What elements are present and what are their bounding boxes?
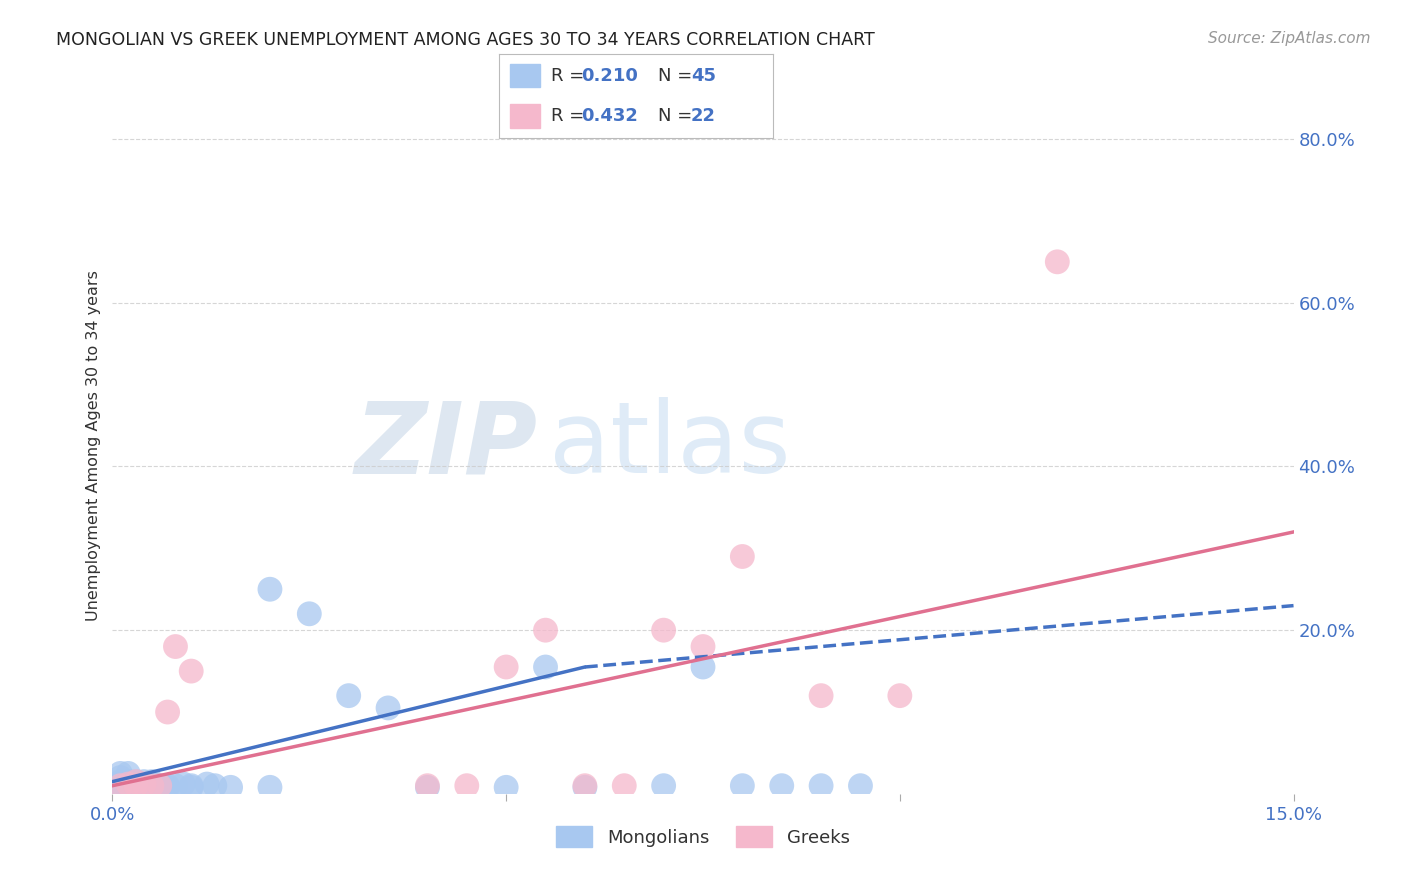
Text: ZIP: ZIP (354, 398, 537, 494)
Point (810, 689, 832, 703)
Point (149, 779, 172, 793)
Point (132, 779, 155, 793)
Point (141, 779, 163, 793)
Point (149, 779, 172, 793)
Bar (510, 104, 540, 128)
Point (195, 777, 218, 791)
Point (125, 781, 148, 796)
Point (125, 774, 148, 789)
Point (534, 660, 557, 674)
Point (219, 780, 242, 795)
Point (172, 777, 194, 791)
Point (165, 640, 187, 654)
Bar (510, 63, 540, 87)
Point (125, 780, 148, 795)
Point (377, 701, 399, 715)
Point (156, 705, 179, 719)
Point (259, 780, 281, 795)
Point (132, 780, 155, 795)
Point (692, 640, 714, 654)
Point (110, 779, 132, 793)
Point (110, 779, 132, 793)
Point (141, 777, 163, 791)
Point (141, 774, 163, 789)
Point (180, 664, 202, 678)
Point (117, 779, 139, 793)
Point (613, 779, 636, 793)
Point (337, 689, 360, 703)
Text: N =: N = (658, 107, 699, 125)
Point (298, 607, 321, 621)
Point (259, 582, 281, 597)
Point (652, 779, 675, 793)
Point (416, 780, 439, 795)
Point (117, 774, 139, 789)
Point (125, 779, 148, 793)
Point (117, 777, 139, 791)
Point (692, 660, 714, 674)
Point (117, 780, 139, 795)
Point (110, 774, 132, 789)
Point (770, 779, 793, 793)
Text: 0.210: 0.210 (582, 67, 638, 85)
Point (125, 779, 148, 793)
Point (156, 780, 179, 795)
Point (849, 779, 872, 793)
Point (110, 782, 132, 797)
Point (495, 660, 517, 674)
Legend: Mongolians, Greeks: Mongolians, Greeks (548, 819, 858, 855)
Point (574, 780, 596, 795)
Text: R =: R = (551, 67, 591, 85)
Point (731, 549, 754, 564)
Text: Source: ZipAtlas.com: Source: ZipAtlas.com (1208, 31, 1371, 46)
Point (180, 779, 202, 793)
Point (495, 780, 517, 795)
Point (180, 780, 202, 795)
Text: 22: 22 (692, 107, 716, 125)
Point (156, 779, 179, 793)
Point (416, 779, 439, 793)
Text: 45: 45 (692, 67, 716, 85)
Point (110, 766, 132, 780)
Point (574, 779, 596, 793)
Text: atlas: atlas (550, 398, 792, 494)
Text: N =: N = (658, 67, 699, 85)
Point (132, 774, 155, 789)
Point (534, 623, 557, 637)
Point (889, 689, 911, 703)
Point (132, 777, 155, 791)
Point (1046, 255, 1069, 269)
Text: MONGOLIAN VS GREEK UNEMPLOYMENT AMONG AGES 30 TO 34 YEARS CORRELATION CHART: MONGOLIAN VS GREEK UNEMPLOYMENT AMONG AG… (56, 31, 875, 49)
Point (117, 782, 139, 797)
Point (731, 779, 754, 793)
Point (456, 779, 478, 793)
Point (117, 766, 139, 780)
Point (125, 774, 148, 789)
Point (110, 771, 132, 785)
Point (204, 779, 226, 793)
Point (652, 623, 675, 637)
Y-axis label: Unemployment Among Ages 30 to 34 years: Unemployment Among Ages 30 to 34 years (86, 270, 101, 622)
Point (810, 779, 832, 793)
Text: 0.432: 0.432 (582, 107, 638, 125)
Point (141, 779, 163, 793)
Point (165, 779, 187, 793)
Text: R =: R = (551, 107, 591, 125)
